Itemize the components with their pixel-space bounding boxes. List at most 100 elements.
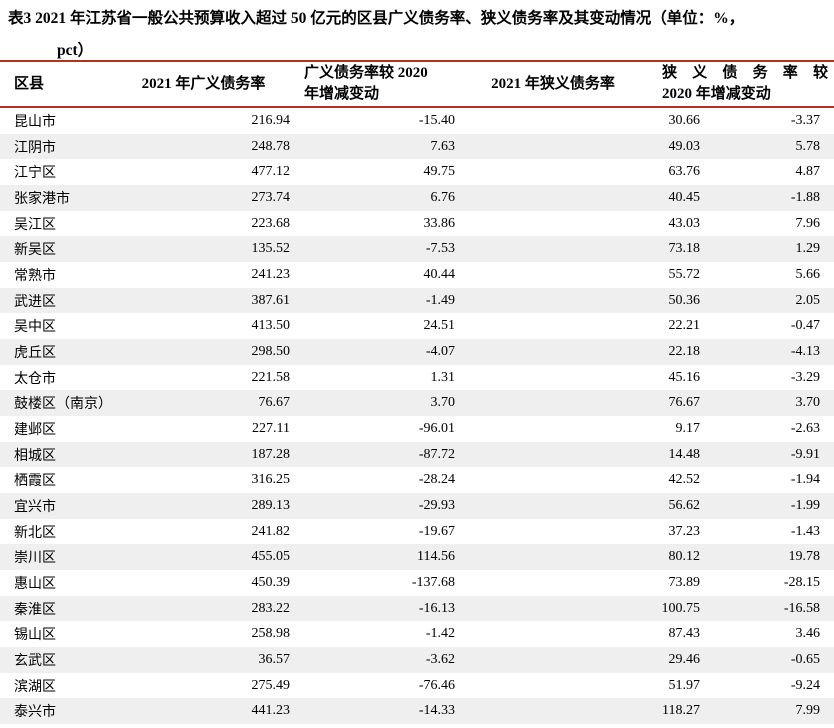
value-cell: 14.48 bbox=[668, 446, 701, 462]
value-cell: 7.96 bbox=[795, 215, 821, 231]
district-name-cell: 昆山市 bbox=[14, 114, 56, 130]
table-row: 栖霞区 316.25 -28.24 42.52 -1.94 bbox=[0, 467, 834, 493]
value-cell: 80.12 bbox=[668, 549, 701, 565]
value-cell: 49.75 bbox=[423, 164, 456, 180]
value-cell: -1.88 bbox=[790, 189, 820, 205]
value-cell: 37.23 bbox=[668, 523, 701, 539]
value-cell: -1.99 bbox=[790, 497, 820, 513]
value-cell: 3.46 bbox=[795, 626, 821, 642]
value-cell: 33.86 bbox=[423, 215, 456, 231]
header-district: 区县 bbox=[14, 75, 45, 92]
district-name-cell: 新吴区 bbox=[14, 243, 56, 259]
value-cell: 30.66 bbox=[668, 112, 701, 128]
table-row: 新北区 241.82 -19.67 37.23 -1.43 bbox=[0, 519, 834, 545]
value-cell: 43.03 bbox=[668, 215, 701, 231]
district-name-cell: 宜兴市 bbox=[14, 499, 56, 515]
value-cell: 5.66 bbox=[795, 266, 821, 282]
value-cell: 55.72 bbox=[668, 266, 701, 282]
value-cell: 100.75 bbox=[661, 600, 701, 616]
district-name-cell: 惠山区 bbox=[14, 576, 56, 592]
table-row: 张家港市 273.74 6.76 40.45 -1.88 bbox=[0, 185, 834, 211]
value-cell: 450.39 bbox=[251, 574, 291, 590]
district-name-cell: 张家港市 bbox=[14, 191, 70, 207]
table-row: 虎丘区 298.50 -4.07 22.18 -4.13 bbox=[0, 339, 834, 365]
table-row: 崇川区 455.05 114.56 80.12 19.78 bbox=[0, 544, 834, 571]
value-cell: 56.62 bbox=[668, 497, 701, 513]
value-cell: 241.82 bbox=[251, 523, 291, 539]
value-cell: -9.24 bbox=[790, 677, 820, 693]
value-cell: 316.25 bbox=[251, 472, 291, 488]
value-cell: 63.76 bbox=[668, 164, 701, 180]
value-cell: -3.37 bbox=[790, 112, 820, 128]
table-row: 吴中区 413.50 24.51 22.21 -0.47 bbox=[0, 313, 834, 339]
header-narrow-ratio-change-line1: 狭义债务率较 bbox=[662, 65, 828, 81]
district-name-cell: 新北区 bbox=[14, 525, 56, 541]
value-cell: 187.28 bbox=[251, 446, 291, 462]
table-row: 惠山区 450.39 -137.68 73.89 -28.15 bbox=[0, 570, 834, 596]
value-cell: 248.78 bbox=[251, 138, 291, 154]
district-name-cell: 太仓市 bbox=[14, 371, 56, 387]
value-cell: -3.29 bbox=[790, 369, 820, 385]
header-broad-ratio-2021: 2021 年广义债务率 bbox=[141, 75, 266, 92]
district-name-cell: 相城区 bbox=[14, 448, 56, 464]
value-cell: 1.29 bbox=[795, 241, 821, 257]
value-cell: -14.33 bbox=[418, 703, 455, 719]
table-row: 秦淮区 283.22 -16.13 100.75 -16.58 bbox=[0, 595, 834, 622]
value-cell: 49.03 bbox=[668, 138, 701, 154]
value-cell: 22.18 bbox=[668, 343, 701, 359]
value-cell: -4.13 bbox=[790, 343, 820, 359]
value-cell: -4.07 bbox=[425, 343, 455, 359]
header-broad-ratio-change-line2: 年增减变动 bbox=[304, 86, 380, 102]
district-name-cell: 江宁区 bbox=[14, 166, 56, 182]
value-cell: -7.53 bbox=[425, 241, 455, 257]
value-cell: 4.87 bbox=[795, 164, 821, 180]
value-cell: -137.68 bbox=[411, 574, 455, 590]
value-cell: 3.70 bbox=[430, 395, 456, 411]
value-cell: -1.43 bbox=[790, 523, 820, 539]
value-cell: 455.05 bbox=[251, 549, 291, 565]
value-cell: 51.97 bbox=[668, 677, 701, 693]
value-cell: 87.43 bbox=[668, 626, 701, 642]
district-name-cell: 栖霞区 bbox=[14, 474, 56, 490]
header-broad-ratio-change: 广义债务率较 2020 年增减变动 bbox=[292, 63, 458, 105]
table-header-row: 区县 2021 年广义债务率 广义债务率较 2020 年增减变动 2021 年狭… bbox=[0, 60, 834, 108]
value-cell: -0.65 bbox=[790, 651, 820, 667]
header-narrow-ratio-2021: 2021 年狭义债务率 bbox=[491, 75, 615, 92]
value-cell: 135.52 bbox=[251, 241, 291, 257]
value-cell: 273.74 bbox=[251, 189, 291, 205]
district-name-cell: 建邺区 bbox=[14, 422, 56, 438]
district-name-cell: 武进区 bbox=[14, 294, 56, 310]
value-cell: 283.22 bbox=[251, 600, 291, 616]
value-cell: 19.78 bbox=[788, 549, 821, 565]
value-cell: 114.56 bbox=[417, 549, 455, 565]
table-row: 建邺区 227.11 -96.01 9.17 -2.63 bbox=[0, 416, 834, 442]
table-row: 太仓市 221.58 1.31 45.16 -3.29 bbox=[0, 365, 834, 391]
value-cell: -2.63 bbox=[790, 420, 820, 436]
table-row: 常熟市 241.23 40.44 55.72 5.66 bbox=[0, 262, 834, 288]
district-name-cell: 吴江区 bbox=[14, 217, 56, 233]
value-cell: -16.58 bbox=[783, 600, 820, 616]
value-cell: -1.42 bbox=[425, 626, 455, 642]
district-name-cell: 秦淮区 bbox=[14, 602, 56, 618]
value-cell: 477.12 bbox=[251, 164, 291, 180]
value-cell: 289.13 bbox=[251, 497, 291, 513]
value-cell: 216.94 bbox=[251, 112, 291, 128]
district-name-cell: 鼓楼区（南京） bbox=[14, 397, 112, 413]
value-cell: -3.62 bbox=[425, 651, 455, 667]
table-title-line1: 表3 2021 年江苏省一般公共预算收入超过 50 亿元的区县广义债务率、狭义债… bbox=[8, 10, 745, 27]
table-row: 玄武区 36.57 -3.62 29.46 -0.65 bbox=[0, 647, 834, 673]
header-broad-ratio-change-line1: 广义债务率较 2020 bbox=[304, 65, 428, 81]
value-cell: 258.98 bbox=[251, 626, 291, 642]
debt-ratio-table: 区县 2021 年广义债务率 广义债务率较 2020 年增减变动 2021 年狭… bbox=[0, 60, 834, 725]
value-cell: -1.49 bbox=[425, 292, 455, 308]
value-cell: 73.18 bbox=[668, 241, 701, 257]
district-name-cell: 虎丘区 bbox=[14, 345, 56, 361]
value-cell: -76.46 bbox=[418, 677, 455, 693]
table-row: 滨湖区 275.49 -76.46 51.97 -9.24 bbox=[0, 673, 834, 699]
value-cell: 45.16 bbox=[668, 369, 701, 385]
value-cell: -0.47 bbox=[790, 318, 820, 334]
value-cell: 6.76 bbox=[430, 189, 456, 205]
value-cell: 24.51 bbox=[423, 318, 456, 334]
table-row: 锡山区 258.98 -1.42 87.43 3.46 bbox=[0, 621, 834, 647]
table-row: 昆山市 216.94 -15.40 30.66 -3.37 bbox=[0, 108, 834, 134]
